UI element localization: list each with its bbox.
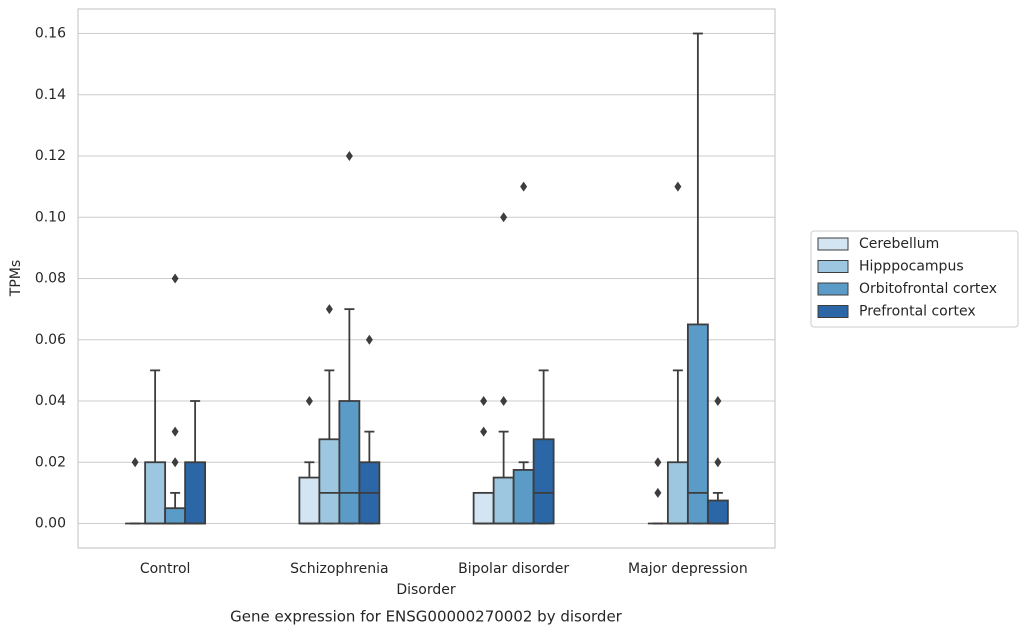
box	[164, 507, 187, 525]
box-group	[164, 273, 187, 525]
plot-frame	[77, 8, 776, 549]
box-group	[184, 400, 207, 525]
outlier	[305, 396, 313, 406]
y-tick-label: 0.08	[35, 271, 66, 287]
box	[338, 400, 361, 525]
box-group	[647, 457, 668, 525]
box-group	[492, 212, 515, 525]
box-group	[512, 181, 535, 525]
box	[318, 438, 341, 525]
box-group	[666, 181, 689, 525]
box	[298, 476, 321, 525]
legend-swatch	[817, 237, 849, 251]
x-tick-label: Schizophrenia	[290, 561, 388, 577]
outlier	[500, 396, 508, 406]
box-group	[125, 457, 146, 525]
box	[512, 469, 535, 525]
legend-swatch	[817, 260, 849, 273]
box-group	[532, 369, 555, 525]
box	[666, 461, 689, 525]
legend-label: Hipppocampus	[859, 259, 964, 275]
y-tick-label: 0.06	[35, 332, 66, 348]
outlier	[345, 151, 353, 161]
outlier	[171, 457, 179, 468]
chart-title: Gene expression for ENSG00000270002 by d…	[230, 608, 623, 626]
outlier	[500, 212, 508, 223]
x-tick-label: Control	[140, 561, 191, 577]
box	[532, 438, 555, 525]
box-group	[706, 396, 729, 525]
legend-label: Orbitofrontal cortex	[859, 281, 997, 297]
y-tick-label: 0.10	[35, 209, 66, 225]
y-tick-label: 0.04	[35, 393, 66, 409]
outlier	[171, 426, 179, 437]
outlier	[480, 426, 488, 437]
box-group	[318, 304, 341, 525]
legend-label: Cerebellum	[859, 236, 939, 252]
y-tick-label: 0.00	[35, 516, 66, 532]
y-tick-label: 0.14	[35, 87, 66, 103]
legend-swatch	[817, 305, 849, 318]
outlier	[714, 457, 722, 468]
box-group	[144, 369, 167, 525]
y-axis-label: TPMs	[8, 260, 24, 297]
outlier	[654, 487, 662, 498]
y-tick-label: 0.02	[35, 454, 66, 470]
outlier	[714, 396, 722, 406]
y-tick-label: 0.16	[35, 26, 66, 42]
box-group	[686, 32, 709, 525]
box	[492, 476, 515, 525]
box	[706, 499, 729, 525]
x-tick-label: Major depression	[628, 561, 748, 577]
box	[184, 461, 207, 525]
outlier	[325, 304, 333, 315]
y-tick-label: 0.12	[35, 148, 66, 164]
box-group	[338, 151, 361, 525]
outlier	[674, 181, 682, 192]
box-group	[358, 334, 381, 525]
legend-swatch	[817, 282, 849, 296]
legend-frame	[810, 230, 1019, 328]
box	[472, 491, 495, 525]
outlier	[480, 396, 488, 406]
x-axis-label: Disorder	[396, 582, 456, 598]
outlier	[654, 457, 662, 468]
outlier	[520, 181, 528, 192]
box	[686, 323, 709, 525]
box-group	[298, 396, 321, 525]
outlier	[171, 273, 179, 284]
box	[144, 461, 167, 525]
outlier	[131, 457, 139, 468]
outlier	[365, 334, 373, 345]
legend-label: Prefrontal cortex	[859, 304, 976, 320]
x-tick-label: Bipolar disorder	[458, 561, 569, 577]
box-group	[472, 396, 495, 525]
